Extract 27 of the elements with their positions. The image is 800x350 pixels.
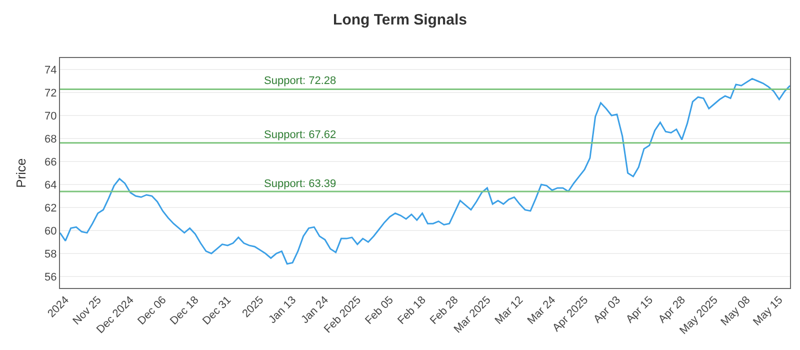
- ref-line-label: Support: 67.62: [264, 129, 336, 141]
- chart-title: Long Term Signals: [333, 12, 467, 28]
- x-tick-label: Dec 31: [200, 294, 234, 328]
- y-tick-label: 60: [44, 225, 57, 238]
- y-tick-label: 58: [44, 248, 57, 260]
- y-tick-label: 66: [44, 156, 57, 168]
- y-tick-label: 70: [44, 110, 57, 122]
- x-tick-label: Mar 12: [492, 294, 526, 327]
- x-tick-label: May 15: [751, 294, 786, 328]
- y-axis-title: Price: [14, 158, 28, 188]
- y-tick-label: 64: [44, 179, 57, 192]
- x-tick-label: Feb 05: [363, 294, 396, 327]
- x-tick-label: Jan 13: [266, 294, 299, 326]
- y-tick-label: 72: [44, 87, 57, 100]
- y-tick-label: 56: [44, 271, 57, 284]
- x-tick-label: Apr 15: [624, 294, 656, 326]
- y-tick-label: 62: [44, 202, 57, 214]
- y-tick-label: 68: [44, 133, 57, 146]
- x-tick-label: Dec 06: [136, 294, 169, 328]
- x-tick-label: Feb 18: [396, 294, 428, 327]
- y-tick-label: 74: [44, 64, 57, 76]
- ref-line-label: Support: 72.28: [264, 75, 336, 87]
- x-tick-label: May 08: [718, 294, 753, 328]
- x-tick-label: Apr 03: [592, 294, 623, 326]
- line-series: [60, 78, 790, 265]
- ref-line-label: Support: 63.39: [264, 178, 336, 190]
- x-tick-label: Dec 18: [168, 294, 202, 328]
